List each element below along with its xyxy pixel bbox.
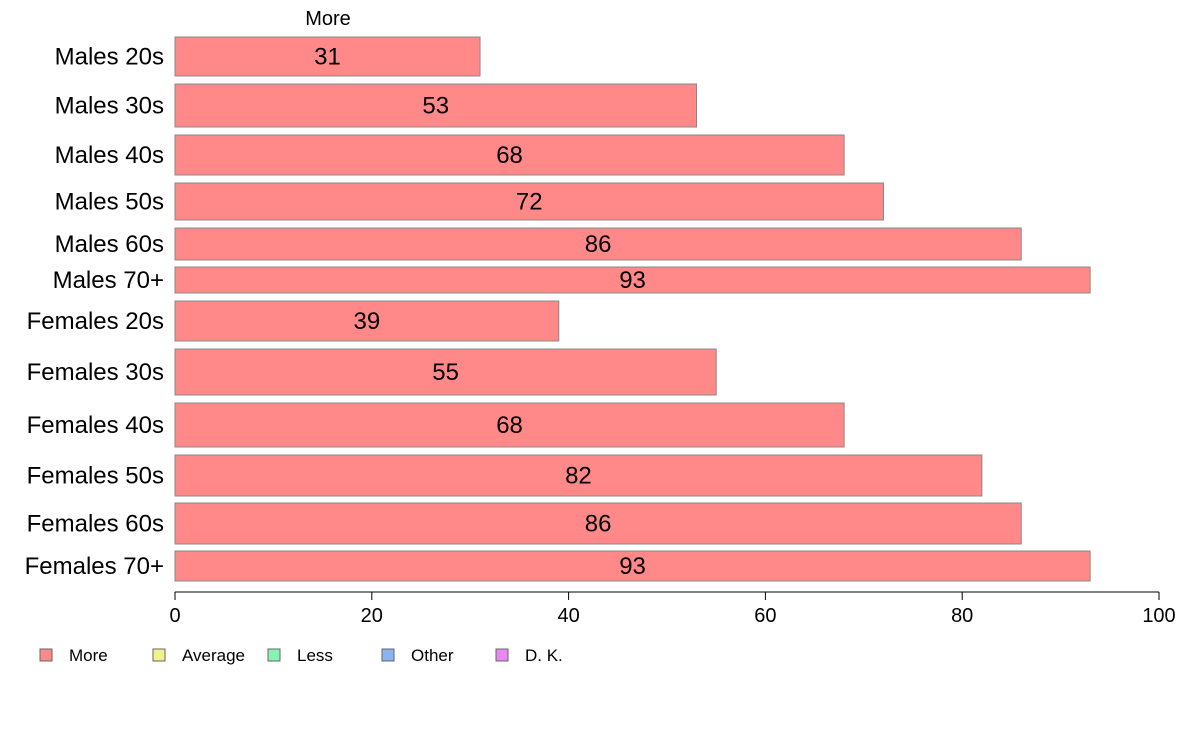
bar-12: [174, 550, 1091, 582]
category-label: Females 60s: [27, 511, 164, 538]
bar-6: [174, 266, 1091, 294]
data-labels: 31 53 68 72 86 93 39 55 68 82 86 93: [314, 44, 646, 581]
bar-11: [174, 502, 1022, 545]
category-label: Males 30s: [55, 93, 164, 120]
x-axis: 0 20 40 60 80 100: [169, 591, 1176, 627]
data-label: 39: [354, 308, 381, 335]
data-label: 86: [585, 511, 612, 538]
bar-5: [174, 227, 1022, 261]
category-label: Males 60s: [55, 231, 164, 258]
legend-swatch: [495, 648, 509, 662]
data-label: 86: [585, 231, 612, 258]
x-tick-label: 40: [557, 605, 579, 627]
bar-10: [174, 454, 983, 497]
legend-label: Average: [182, 646, 245, 665]
category-label: Males 20s: [55, 44, 164, 71]
x-tick-label: 0: [169, 605, 180, 627]
category-label: Females 50s: [27, 463, 164, 490]
data-label: 55: [432, 359, 459, 386]
column-header: More: [305, 8, 351, 30]
legend-swatch: [39, 648, 53, 662]
category-label: Males 40s: [55, 142, 164, 169]
data-label: 72: [516, 189, 543, 216]
data-label: 68: [496, 142, 523, 169]
bar-4: [174, 182, 884, 221]
bar-1: [174, 36, 481, 77]
legend-swatch: [267, 648, 281, 662]
data-label: 68: [496, 412, 523, 439]
legend: More Average Less Other D. K.: [39, 646, 563, 665]
category-label: Females 70+: [25, 553, 164, 580]
bar-8: [174, 348, 717, 396]
data-label: 31: [314, 44, 341, 71]
data-label: 53: [422, 93, 449, 120]
x-tick-label: 100: [1142, 605, 1175, 627]
category-labels: Males 20s Males 30s Males 40s Males 50s Male…: [25, 44, 164, 581]
category-label: Females 30s: [27, 359, 164, 386]
legend-swatch: [152, 648, 166, 662]
bar-2: [174, 83, 698, 128]
legend-label: Other: [411, 646, 454, 665]
x-tick-label: 80: [951, 605, 973, 627]
bar-7: [174, 300, 560, 342]
category-label: Females 20s: [27, 308, 164, 335]
data-label: 82: [565, 463, 592, 490]
legend-label: Less: [297, 646, 333, 665]
data-label: 93: [619, 267, 646, 294]
legend-label: More: [69, 646, 108, 665]
category-label: Females 40s: [27, 412, 164, 439]
legend-swatch: [381, 648, 395, 662]
data-label: 93: [619, 553, 646, 580]
bar-9: [174, 402, 845, 448]
category-label: Males 70+: [53, 267, 164, 294]
legend-label: D. K.: [525, 646, 563, 665]
x-tick-label: 20: [361, 605, 383, 627]
bar-3: [174, 134, 845, 176]
category-label: Males 50s: [55, 189, 164, 216]
bar-group: [174, 36, 1091, 582]
x-tick-label: 60: [754, 605, 776, 627]
